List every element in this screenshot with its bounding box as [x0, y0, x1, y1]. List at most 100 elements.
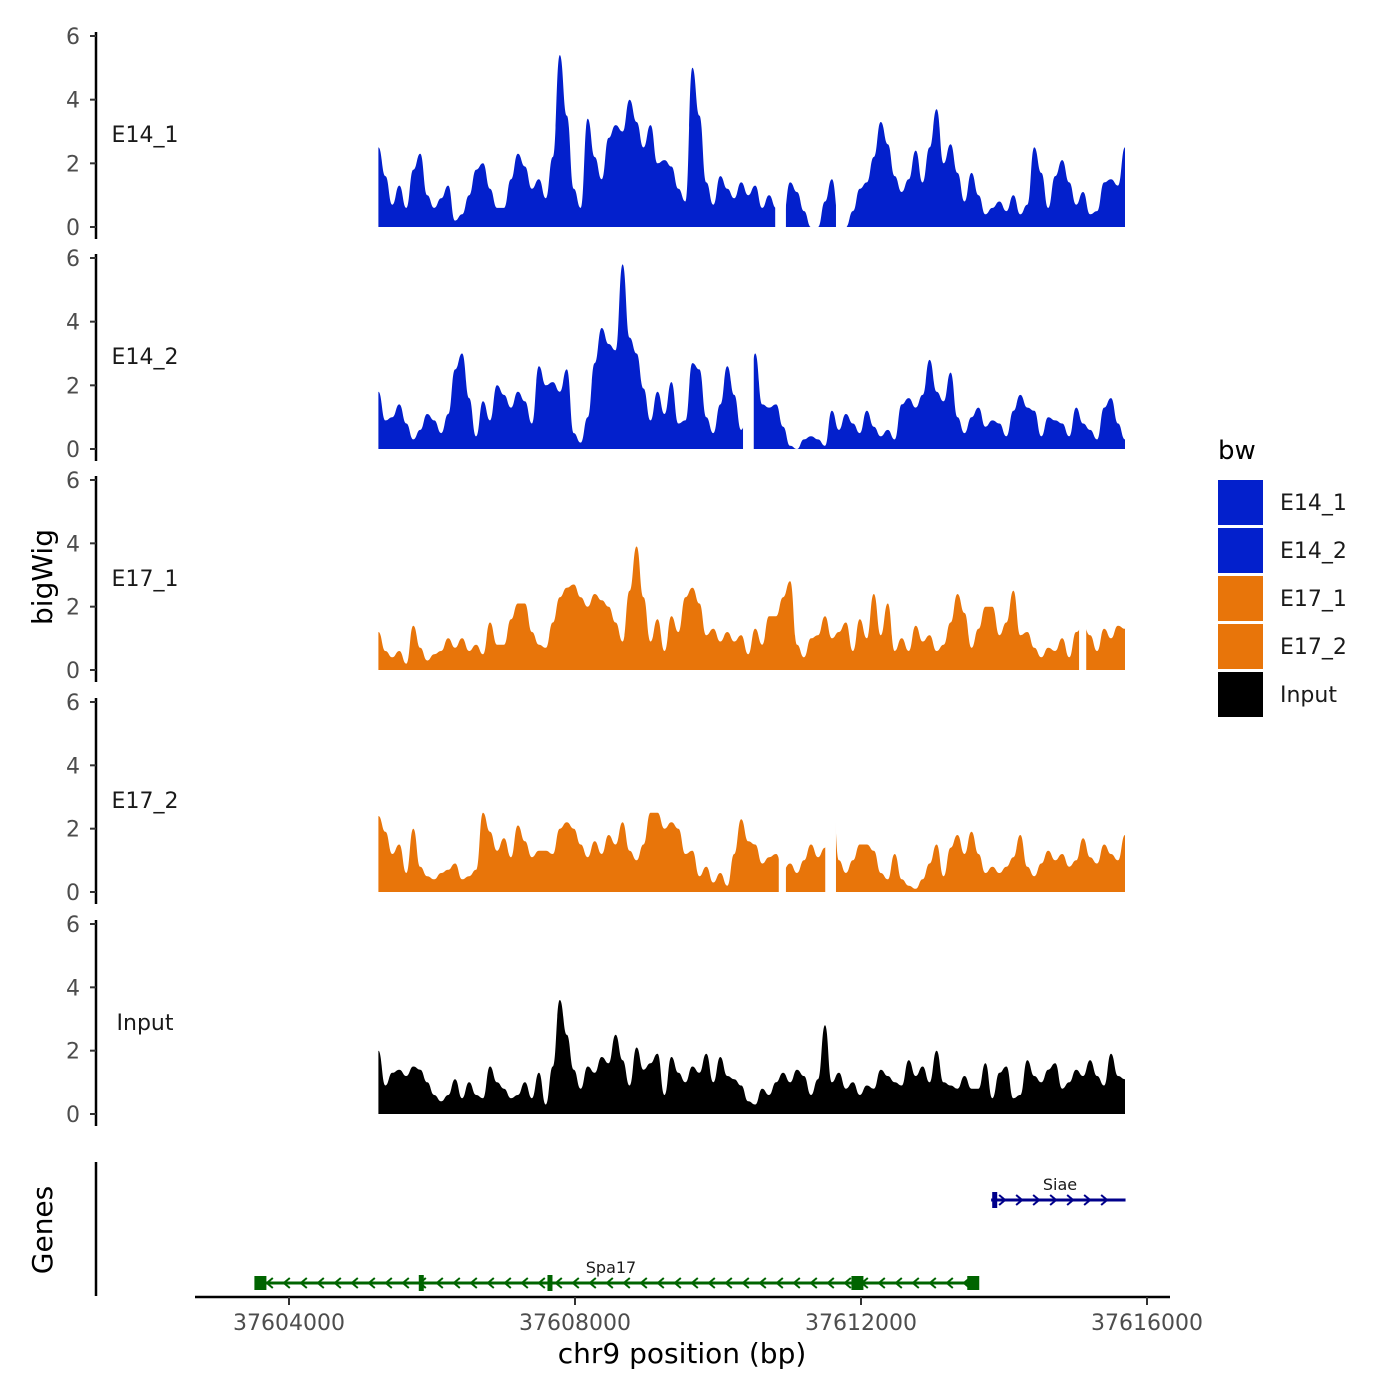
strand-arrow — [486, 1277, 495, 1289]
strand-arrow — [401, 1277, 410, 1289]
exon — [418, 1275, 424, 1291]
legend-item-E17_1: E17_1 — [1218, 576, 1347, 621]
strand-arrow — [724, 1277, 733, 1289]
strand-arrow — [520, 1277, 529, 1289]
strand-arrow — [741, 1277, 750, 1289]
strand-arrow — [809, 1277, 818, 1289]
exon — [967, 1276, 980, 1290]
track-E17_1: 0 2 4 6 E17_1 — [66, 469, 1125, 684]
y-tick-label: 4 — [66, 754, 80, 779]
exon — [851, 1276, 864, 1290]
strand-arrow — [639, 1277, 648, 1289]
strand-arrow — [826, 1277, 835, 1289]
x-tick-label: 37612000 — [805, 1311, 917, 1336]
strand-arrow — [1083, 1194, 1092, 1206]
y-tick-label: 6 — [66, 25, 80, 50]
strand-arrow — [877, 1277, 886, 1289]
y-tick-label: 4 — [66, 976, 80, 1001]
strand-arrow — [792, 1277, 801, 1289]
strand-arrow — [707, 1277, 716, 1289]
legend-label: E14_2 — [1280, 539, 1347, 564]
strand-arrow — [469, 1277, 478, 1289]
strand-arrow — [843, 1277, 852, 1289]
x-tick-label: 37604000 — [233, 1311, 345, 1336]
y-tick-label: 2 — [66, 818, 80, 843]
exon — [254, 1276, 267, 1290]
y-tick-label: 2 — [66, 596, 80, 621]
x-ticks: 37604000 37608000 37612000 37616000 — [233, 1297, 1203, 1336]
y-tick-label: 2 — [66, 152, 80, 177]
strand-arrow — [690, 1277, 699, 1289]
strand-arrow — [333, 1277, 342, 1289]
exon — [992, 1192, 998, 1208]
legend-label: E17_2 — [1280, 635, 1347, 660]
track-label-E17_2: E17_2 — [112, 789, 179, 814]
y-tick-label: 4 — [66, 89, 80, 114]
y-tick-label: 0 — [66, 438, 80, 463]
strand-arrow — [435, 1277, 444, 1289]
y-axis-title: bigWig — [26, 529, 59, 625]
x-axis: 37604000 37608000 37612000 37616000 chr9 po… — [195, 1295, 1203, 1370]
strand-arrow — [775, 1277, 784, 1289]
y-tick-label: 6 — [66, 469, 80, 494]
legend-label: Input — [1280, 683, 1337, 708]
strand-arrow — [299, 1277, 308, 1289]
strand-arrow — [1100, 1194, 1109, 1206]
x-axis-title: chr9 position (bp) — [558, 1337, 807, 1370]
strand-arrow — [554, 1277, 563, 1289]
strand-arrow — [588, 1277, 597, 1289]
strand-arrow — [1032, 1194, 1041, 1206]
strand-arrow — [1049, 1194, 1058, 1206]
strand-arrow — [911, 1277, 920, 1289]
legend-swatch — [1218, 576, 1263, 621]
legend-item-Input: Input — [1218, 672, 1337, 717]
strand-arrow — [316, 1277, 325, 1289]
genes-panel: Genes Siae Spa17 — [26, 1162, 1126, 1296]
coverage-gap — [825, 700, 836, 893]
y-tick-label: 0 — [66, 659, 80, 684]
legend-items: E14_1 E14_2 E17_1 E17_2 Input — [1218, 480, 1347, 717]
legend-swatch — [1218, 672, 1263, 717]
legend-item-E14_1: E14_1 — [1218, 480, 1347, 525]
coverage-gap — [775, 34, 786, 228]
strand-arrow — [452, 1277, 461, 1289]
y-tick-label: 2 — [66, 1040, 80, 1065]
strand-arrow — [656, 1277, 665, 1289]
track-E14_2: 0 2 4 6 E14_2 — [66, 247, 1125, 463]
legend-title: bw — [1218, 436, 1256, 466]
coverage-area-E17_1 — [378, 546, 1125, 670]
x-tick-label: 37608000 — [519, 1311, 631, 1336]
gene-label-Spa17: Spa17 — [586, 1258, 636, 1277]
legend-swatch — [1218, 624, 1263, 669]
coverage-gap — [743, 256, 754, 450]
track-label-Input: Input — [117, 1011, 174, 1036]
y-tick-label: 0 — [66, 1103, 80, 1128]
strand-arrow — [945, 1277, 954, 1289]
y-tick-label: 0 — [66, 881, 80, 906]
strand-arrow — [384, 1277, 393, 1289]
legend-label: E14_1 — [1280, 491, 1347, 516]
legend: bw E14_1 E14_2 E17_1 E17_2 Input — [1218, 436, 1347, 717]
y-tick-label: 4 — [66, 532, 80, 557]
strand-arrow — [367, 1277, 376, 1289]
coverage-area-E14_1 — [378, 55, 1125, 227]
strand-arrow — [350, 1277, 359, 1289]
strand-arrow — [282, 1277, 291, 1289]
legend-swatch — [1218, 480, 1263, 525]
track-label-E17_1: E17_1 — [112, 567, 179, 592]
coverage-gap — [778, 700, 786, 893]
strand-arrow — [998, 1194, 1007, 1206]
legend-item-E14_2: E14_2 — [1218, 528, 1347, 573]
strand-arrow — [265, 1277, 274, 1289]
strand-arrow — [503, 1277, 512, 1289]
strand-arrow — [894, 1277, 903, 1289]
strand-arrow — [571, 1277, 580, 1289]
legend-swatch — [1218, 528, 1263, 573]
coverage-area-Input — [378, 1000, 1125, 1114]
strand-arrow — [928, 1277, 937, 1289]
strand-arrow — [758, 1277, 767, 1289]
genes-axis-title: Genes — [26, 1186, 59, 1274]
legend-item-E17_2: E17_2 — [1218, 624, 1347, 669]
track-E14_1: 0 2 4 6 E14_1 — [66, 25, 1125, 241]
